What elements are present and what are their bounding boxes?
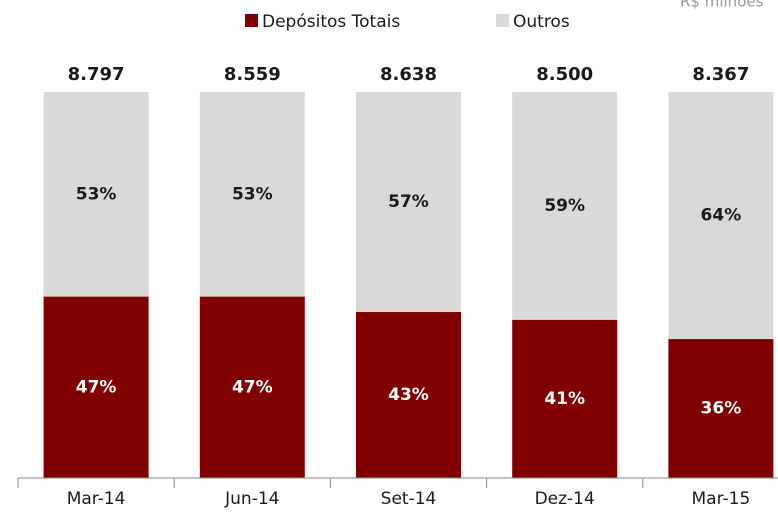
data-label: 36% bbox=[701, 399, 742, 419]
data-label: 57% bbox=[388, 192, 429, 212]
x-tick-label: Dez-14 bbox=[535, 489, 595, 509]
data-label: 47% bbox=[232, 377, 273, 397]
legend-swatch bbox=[245, 14, 258, 27]
bar-segment bbox=[43, 296, 149, 478]
bar-segment bbox=[199, 296, 305, 478]
x-tick-label: Mar-15 bbox=[692, 489, 751, 509]
data-label: 53% bbox=[232, 184, 273, 204]
bar-segment bbox=[356, 312, 461, 478]
subtitle: R$ milhões bbox=[680, 0, 764, 11]
data-label: 43% bbox=[388, 385, 429, 405]
bar-segment bbox=[43, 92, 149, 297]
x-tick-label: Mar-14 bbox=[67, 489, 126, 509]
total-label: 8.367 bbox=[692, 64, 749, 85]
bar-segment bbox=[668, 92, 774, 340]
bar-segment bbox=[512, 319, 618, 478]
total-label: 8.797 bbox=[68, 64, 125, 85]
x-tick-label: Jun-14 bbox=[224, 489, 279, 509]
data-label: 64% bbox=[701, 206, 742, 226]
data-label: 47% bbox=[76, 377, 117, 397]
data-label: 41% bbox=[544, 389, 585, 409]
data-label: 53% bbox=[76, 184, 117, 204]
data-label: 59% bbox=[544, 196, 585, 216]
x-tick-label: Set-14 bbox=[381, 489, 437, 509]
bar-segment bbox=[668, 339, 774, 478]
total-label: 8.559 bbox=[224, 64, 281, 85]
total-label: 8.500 bbox=[536, 64, 593, 85]
legend-label: Depósitos Totais bbox=[262, 12, 400, 32]
bar-segment bbox=[356, 92, 461, 313]
legend-swatch bbox=[496, 14, 509, 27]
bar-segment bbox=[199, 92, 305, 297]
bar-segment bbox=[512, 92, 618, 320]
total-label: 8.638 bbox=[380, 64, 437, 85]
legend-label: Outros bbox=[513, 12, 570, 32]
